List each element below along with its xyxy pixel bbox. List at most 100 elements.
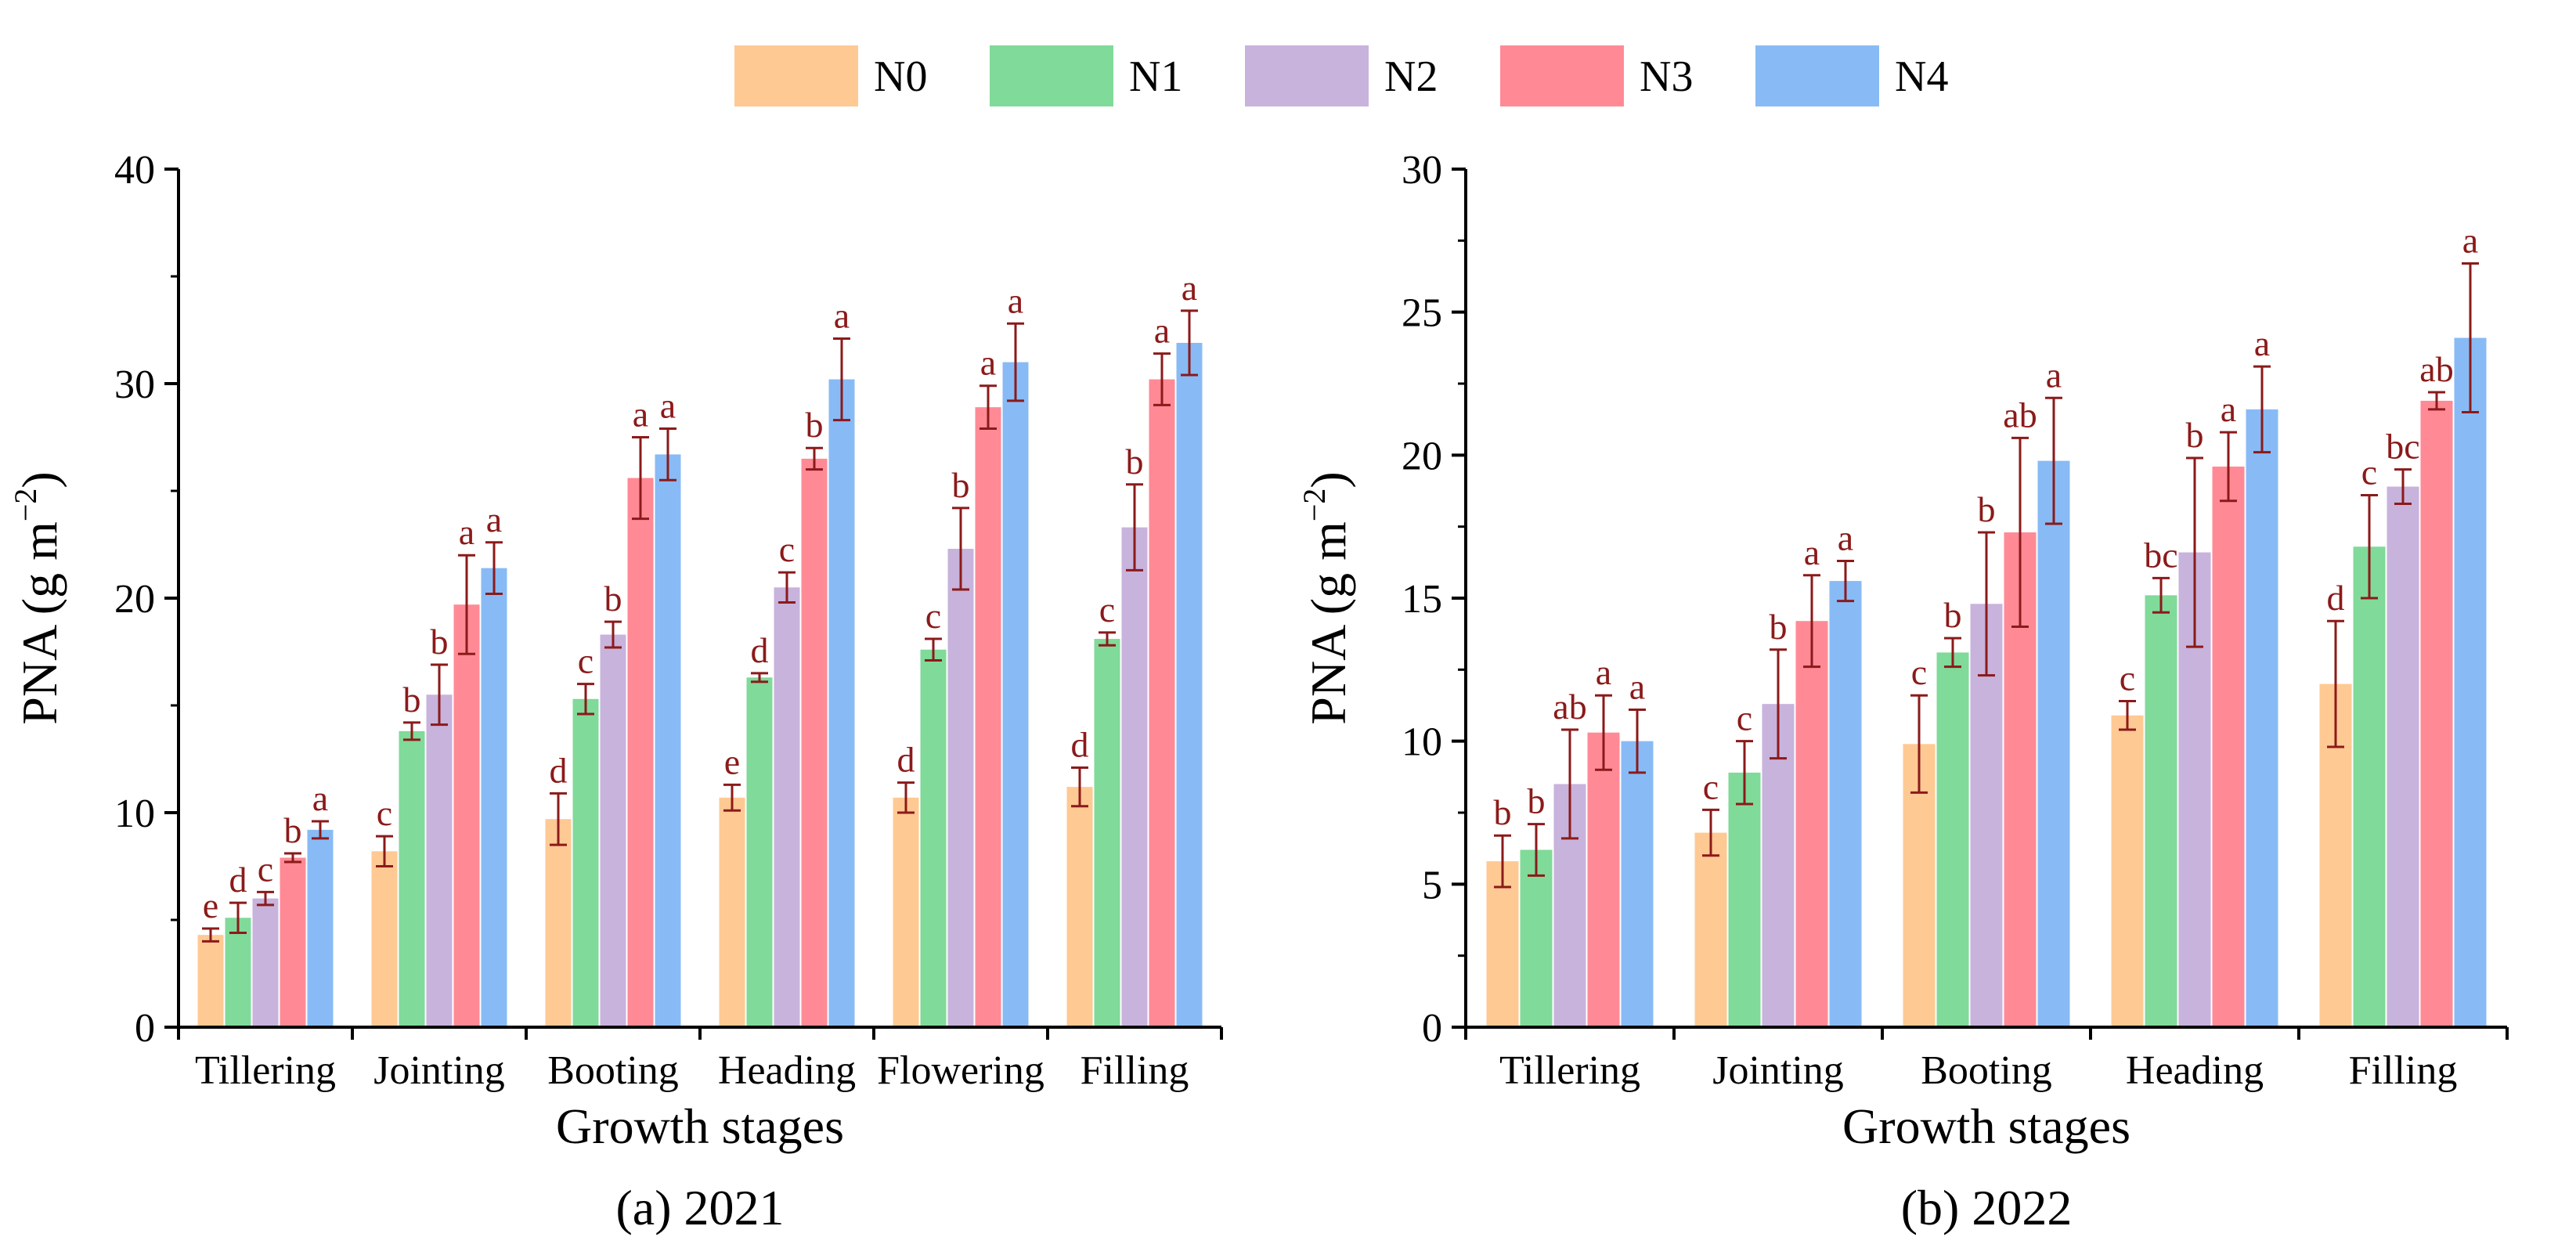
bar-a-filling-n4 [1176, 342, 1203, 1027]
legend-swatch-n4 [1755, 45, 1879, 106]
error-bar-b-booting-n3 [2011, 436, 2029, 629]
error-bar-b-booting-n0 [1910, 694, 1928, 794]
error-bar-a-tillering-n3 [284, 852, 301, 864]
bar-b-tillering-n0 [1486, 861, 1519, 1027]
bar-a-heading-n2 [774, 587, 800, 1027]
sig-letter-b-tillering-n2: ab [1553, 687, 1586, 727]
sig-letter-b-booting-n1: b [1944, 595, 1962, 635]
error-bar-a-tillering-n0 [202, 927, 219, 943]
error-bar-b-tillering-n2 [1561, 728, 1578, 840]
error-bar-a-booting-n3 [632, 436, 649, 521]
x-axis-title: Growth stages [1842, 1098, 2130, 1154]
error-bar-a-heading-n3 [806, 446, 823, 471]
sig-letter-a-filling-n4: a [1182, 268, 1197, 308]
y-axis-title-main: PNA (g m [1301, 521, 1356, 725]
sig-letter-a-heading-n0: e [724, 741, 740, 781]
bar-a-flowering-n2 [947, 548, 974, 1027]
bar-b-jointing-n0 [1694, 832, 1727, 1027]
sig-letter-b-tillering-n0: b [1494, 792, 1512, 832]
legend-swatch-n3 [1500, 45, 1624, 106]
error-bar-b-jointing-n4 [1837, 560, 1854, 603]
y-tick-label: 25 [1402, 291, 1442, 336]
bar-a-tillering-n0 [197, 935, 224, 1027]
sig-letter-a-tillering-n2: c [258, 849, 273, 889]
legend-swatch-n1 [990, 45, 1113, 106]
sig-letter-b-jointing-n3: a [1804, 532, 1820, 572]
bar-a-jointing-n1 [399, 730, 425, 1027]
error-bar-b-jointing-n3 [1803, 574, 1820, 669]
bar-a-tillering-n1 [225, 918, 251, 1027]
bar-b-heading-n4 [2246, 409, 2278, 1027]
sig-letter-a-flowering-n2: b [952, 465, 970, 505]
x-tick-label-heading: Heading [718, 1048, 856, 1093]
sig-letter-b-booting-n2: b [1978, 489, 1996, 529]
sig-letter-a-filling-n0: d [1071, 724, 1089, 764]
sig-letter-a-heading-n1: d [751, 630, 769, 670]
sig-letter-b-jointing-n0: c [1703, 766, 1719, 806]
sig-letter-a-jointing-n4: a [486, 499, 502, 539]
error-bar-a-booting-n0 [550, 792, 567, 846]
bar-a-booting-n2 [600, 634, 626, 1027]
sig-letter-a-filling-n2: b [1126, 442, 1144, 481]
sig-letter-a-tillering-n1: d [229, 860, 247, 900]
bar-b-tillering-n4 [1621, 741, 1654, 1027]
sig-letter-b-jointing-n1: c [1737, 698, 1752, 738]
sig-letter-a-flowering-n3: a [980, 343, 996, 383]
legend-swatch-n2 [1245, 45, 1369, 106]
bar-b-heading-n1 [2145, 595, 2177, 1027]
bar-b-jointing-n1 [1728, 772, 1761, 1027]
sig-letter-b-booting-n0: c [1911, 652, 1927, 692]
y-tick-label: 30 [114, 362, 155, 407]
error-bar-a-tillering-n1 [229, 901, 247, 934]
sig-letter-a-tillering-n3: b [284, 810, 302, 850]
sig-letter-a-flowering-n0: d [897, 740, 915, 780]
sig-letter-b-tillering-n4: a [1629, 666, 1645, 706]
error-bar-b-jointing-n1 [1736, 740, 1753, 806]
y-axis-title-superscript: −2 [1297, 489, 1332, 522]
y-axis-title-close: ) [12, 471, 67, 488]
error-bar-a-flowering-n3 [980, 384, 997, 431]
error-bar-a-jointing-n0 [376, 835, 393, 867]
bar-a-heading-n4 [828, 379, 855, 1027]
sig-letter-b-heading-n2: b [2186, 415, 2204, 455]
error-bar-a-booting-n1 [577, 683, 594, 716]
sig-letter-a-jointing-n2: b [431, 622, 449, 662]
sig-letter-b-filling-n2: bc [2386, 427, 2419, 467]
y-tick-label: 20 [114, 577, 155, 622]
bar-a-filling-n0 [1066, 787, 1093, 1027]
y-axis-title: PNA (g m−2) [1297, 471, 1356, 724]
sig-letter-a-jointing-n0: c [377, 793, 392, 833]
sig-letter-b-filling-n4: a [2462, 221, 2478, 261]
error-bar-b-tillering-n4 [1629, 708, 1646, 774]
sig-letter-a-tillering-n4: a [312, 778, 328, 818]
bar-a-booting-n1 [572, 698, 599, 1027]
sig-letter-a-booting-n2: b [604, 579, 622, 618]
bar-b-filling-n3 [2420, 400, 2453, 1027]
error-bar-a-heading-n2 [778, 571, 796, 604]
x-tick-label-filling: Filling [1081, 1048, 1189, 1093]
error-bar-a-filling-n3 [1153, 352, 1171, 406]
bar-b-filling-n4 [2454, 337, 2487, 1028]
bar-a-tillering-n2 [252, 898, 279, 1027]
bar-b-heading-n0 [2111, 715, 2144, 1027]
error-bar-b-heading-n1 [2152, 576, 2170, 614]
bar-b-jointing-n3 [1795, 621, 1828, 1027]
sig-letter-b-tillering-n1: b [1528, 781, 1546, 821]
sig-letter-a-tillering-n0: e [203, 885, 218, 925]
x-tick-label-booting: Booting [547, 1048, 679, 1093]
sig-letter-b-heading-n3: a [2221, 389, 2236, 429]
bar-a-booting-n3 [627, 478, 654, 1027]
bar-b-heading-n3 [2212, 466, 2245, 1027]
error-bar-a-filling-n1 [1099, 631, 1116, 647]
sig-letter-b-jointing-n4: a [1838, 518, 1853, 558]
legend-swatch-n0 [734, 45, 858, 106]
error-bar-b-booting-n2 [1978, 531, 1995, 677]
legend-label-n4: N4 [1895, 52, 1948, 101]
legend-label-n2: N2 [1384, 52, 1438, 101]
error-bar-b-tillering-n1 [1528, 823, 1545, 877]
bar-a-jointing-n4 [481, 568, 507, 1027]
bar-a-filling-n3 [1149, 379, 1175, 1027]
bar-a-flowering-n3 [975, 407, 1001, 1027]
error-bar-b-booting-n1 [1944, 637, 1961, 669]
